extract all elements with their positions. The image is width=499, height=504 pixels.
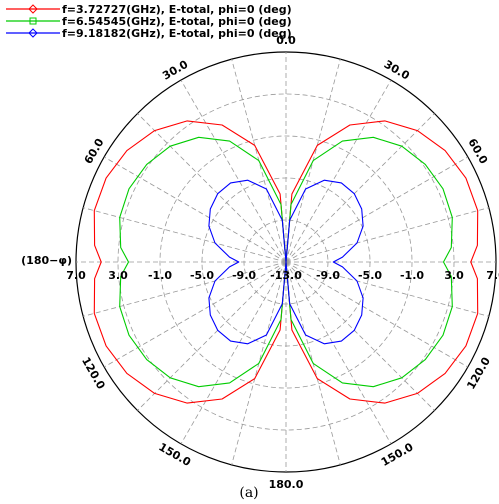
series-group: [93, 120, 479, 404]
grid-spoke: [180, 261, 287, 445]
angle-tick-label: 30.0: [382, 58, 412, 83]
legend-label: f=3.72727(GHz), E-total, phi=0 (deg): [62, 3, 292, 16]
grid-spoke: [103, 156, 287, 263]
grid-circle: [159, 135, 413, 389]
angle-tick-label: 120.0: [464, 355, 493, 392]
angle-tick-label: 60.0: [82, 136, 107, 166]
grid-spoke: [285, 79, 392, 263]
grid-spoke: [83, 207, 287, 263]
grid-spoke: [285, 207, 489, 263]
legend-marker-square: [29, 17, 37, 25]
grid-spoke: [285, 113, 435, 263]
legend-label: f=9.18182(GHz), E-total, phi=0 (deg): [62, 27, 292, 40]
grid-spoke: [137, 261, 287, 411]
radial-tick-label: -9.0: [316, 269, 340, 282]
figure-caption: (a): [239, 485, 258, 501]
grid-spoke: [285, 156, 469, 263]
angle-tick-label: 150.0: [156, 440, 193, 469]
radial-tick-label: -1.0: [400, 269, 424, 282]
legend-marker-diamond: [28, 28, 38, 38]
polar-grid: [75, 51, 497, 473]
angle-tick-label: 0.0: [276, 34, 296, 47]
angle-tick-label: 180.0: [269, 478, 304, 491]
radial-tick-label: 7.0: [66, 269, 86, 282]
radial-tick-label: 3.0: [108, 269, 128, 282]
grid-spoke: [285, 261, 489, 317]
radial-tick-label: -1.0: [148, 269, 172, 282]
left-axis-label: (180−φ): [21, 254, 72, 267]
angle-tick-label: 60.0: [465, 136, 490, 166]
axis-labels: 0.0 30.0 60.0 120.0 150.0 180.0 30.0 60.0 120.0 1…: [21, 34, 499, 491]
angle-tick-label: 120.0: [79, 355, 108, 392]
radial-tick-label: -9.0: [232, 269, 256, 282]
radial-tick-label: -5.0: [190, 269, 214, 282]
radial-tick-label: -13.0: [270, 269, 302, 282]
grid-spoke: [83, 261, 287, 317]
radial-tick-label: 3.0: [444, 269, 464, 282]
series-line: [208, 179, 364, 345]
radial-tick-label: -5.0: [358, 269, 382, 282]
grid-spoke: [137, 113, 287, 263]
grid-spoke: [285, 261, 392, 445]
angle-tick-label: 30.0: [160, 58, 190, 83]
radial-tick-label: 7.0: [486, 269, 499, 282]
legend: f=3.72727(GHz), E-total, phi=0 (deg)f=6.…: [6, 3, 292, 40]
grid-spoke: [180, 79, 287, 263]
grid-spoke: [285, 261, 469, 368]
angle-tick-label: 150.0: [379, 440, 416, 469]
legend-label: f=6.54545(GHz), E-total, phi=0 (deg): [62, 15, 292, 28]
legend-marker-diamond: [28, 4, 38, 14]
grid-spoke: [285, 261, 435, 411]
grid-spoke: [103, 261, 287, 368]
